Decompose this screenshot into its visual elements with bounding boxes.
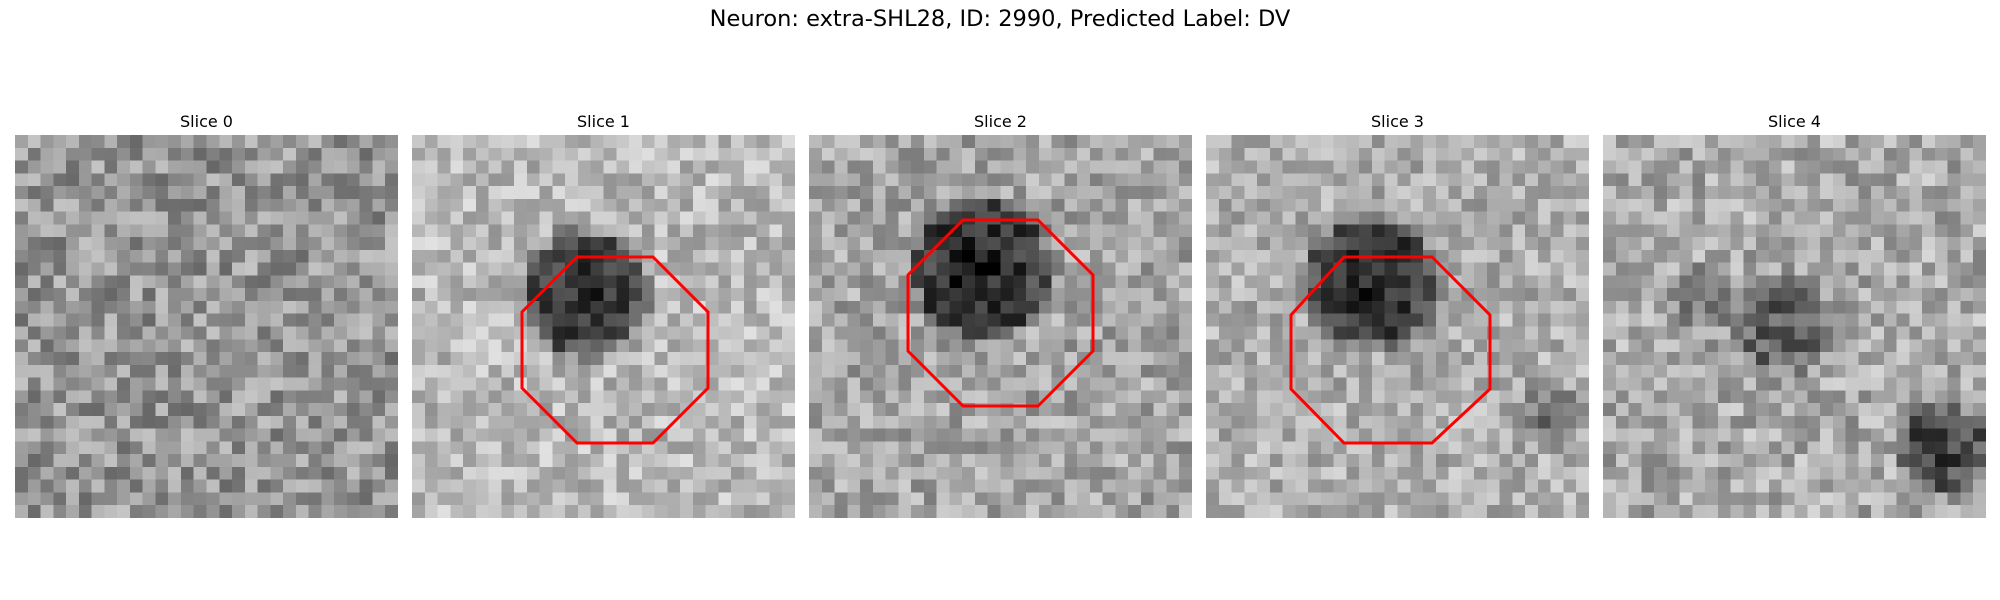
slice-title: Slice 4 (1768, 112, 1821, 131)
slice-panel-0: Slice 0 (15, 110, 398, 518)
slice-panel-3: Slice 3 (1206, 110, 1589, 518)
slice-image (1206, 135, 1589, 518)
slice-title: Slice 3 (1371, 112, 1424, 131)
slice-image (809, 135, 1192, 518)
slice-image (1603, 135, 1986, 518)
slice-title: Slice 2 (974, 112, 1027, 131)
figure-title: Neuron: extra-SHL28, ID: 2990, Predicted… (709, 6, 1291, 32)
slice-image (15, 135, 398, 518)
slice-title: Slice 0 (180, 112, 233, 131)
slice-panel-1: Slice 1 (412, 110, 795, 518)
slice-image (412, 135, 795, 518)
slice-panel-2: Slice 2 (809, 110, 1192, 518)
slice-title: Slice 1 (577, 112, 630, 131)
slice-panel-4: Slice 4 (1603, 110, 1986, 518)
